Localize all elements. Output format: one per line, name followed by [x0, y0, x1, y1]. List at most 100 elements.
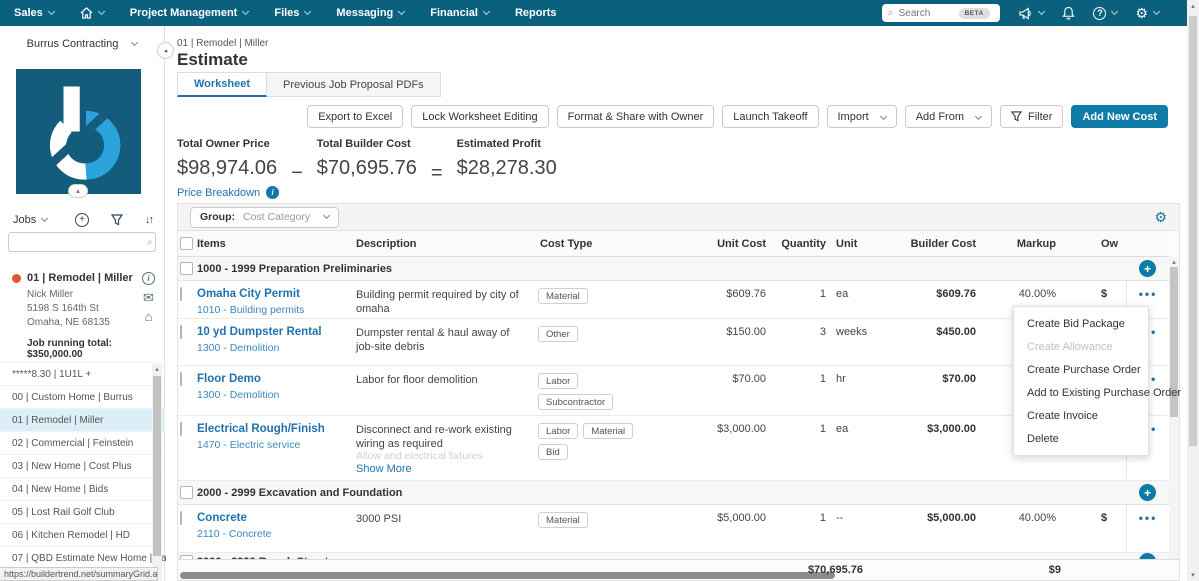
list-item[interactable]: 00 | Custom Home | Burrus	[0, 385, 165, 408]
nav-project-management[interactable]: Project Management	[130, 7, 250, 19]
job-info-icon[interactable]: i	[142, 272, 155, 285]
col-description[interactable]: Description	[356, 237, 417, 250]
nav-messaging[interactable]: Messaging	[336, 7, 406, 19]
import-dropdown[interactable]: Import	[826, 105, 897, 128]
menu-item-add-to-existing-po[interactable]: Add to Existing Purchase Order	[1027, 386, 1182, 399]
email-icon[interactable]: ✉	[143, 290, 154, 305]
job-home-icon[interactable]: ⌂	[144, 309, 153, 324]
table-row[interactable]: Electrical Rough/Finish 1470 - Electric …	[178, 416, 1169, 481]
menu-item-create-bid-package[interactable]: Create Bid Package	[1027, 317, 1125, 330]
item-name-link[interactable]: Omaha City Permit	[197, 288, 300, 300]
menu-item-create-invoice[interactable]: Create Invoice	[1027, 409, 1098, 422]
item-code-link[interactable]: 1470 - Electric service	[197, 439, 301, 451]
tab-worksheet[interactable]: Worksheet	[177, 72, 268, 97]
account-switcher[interactable]: Burrus Contracting	[0, 26, 164, 62]
col-items[interactable]: Items	[197, 237, 226, 250]
list-item[interactable]: 03 | New Home | Cost Plus	[0, 454, 165, 477]
list-item[interactable]: 07 | QBD Estimate New Home | Fantana	[0, 546, 192, 569]
item-code-link[interactable]: 1300 - Demolition	[197, 389, 280, 401]
add-job-button[interactable]: +	[75, 213, 89, 227]
filter-button[interactable]: Filter	[999, 105, 1064, 128]
item-name-link[interactable]: Floor Demo	[197, 373, 261, 385]
item-name-link[interactable]: Electrical Rough/Finish	[197, 423, 325, 435]
job-search[interactable]: ⌕	[8, 232, 156, 252]
settings-menu[interactable]: ⚙	[1135, 6, 1161, 20]
row-checkbox[interactable]	[180, 511, 182, 525]
list-item[interactable]: 05 | Lost Rail Golf Club	[0, 500, 165, 523]
info-icon[interactable]: i	[266, 186, 280, 199]
grid-settings-gear-icon[interactable]: ⚙	[1154, 209, 1167, 225]
row-checkbox[interactable]	[180, 287, 182, 301]
jobs-label[interactable]: Jobs	[13, 214, 37, 226]
row-actions-button[interactable]: •••	[1138, 287, 1158, 301]
grid-scrollbar[interactable]: ▴	[1169, 257, 1179, 561]
horizontal-scrollbar-thumb[interactable]	[180, 572, 835, 579]
table-row[interactable]: 10 yd Dumpster Rental 1300 - Demolition …	[178, 319, 1169, 366]
row-actions-button[interactable]: •••	[1138, 511, 1158, 525]
sidebar-scrollbar[interactable]: ▴ ▾	[152, 364, 162, 581]
select-all-checkbox[interactable]	[180, 237, 193, 250]
scroll-down-icon[interactable]: ▾	[1191, 572, 1195, 579]
job-search-input[interactable]	[15, 236, 147, 248]
col-owner-price[interactable]: Ow	[1101, 237, 1119, 250]
launch-takeoff-button[interactable]: Launch Takeoff	[722, 105, 819, 128]
scroll-up-icon[interactable]: ▴	[1191, 3, 1195, 10]
filter-jobs-icon[interactable]	[111, 214, 123, 226]
global-search[interactable]: ⌕ BETA	[882, 4, 1001, 22]
tab-previous-proposals[interactable]: Previous Job Proposal PDFs	[267, 72, 441, 97]
item-code-link[interactable]: 1300 - Demolition	[197, 342, 280, 354]
row-checkbox[interactable]	[180, 422, 182, 436]
table-row[interactable]: Concrete 2110 - Concrete 3000 PSI Materi…	[178, 505, 1169, 553]
list-item[interactable]: 04 | New Home | Bids	[0, 477, 165, 500]
menu-item-delete[interactable]: Delete	[1027, 432, 1059, 445]
collapse-logo-button[interactable]: ▴	[68, 184, 88, 198]
list-item[interactable]: 06 | Kitchen Remodel | HD	[0, 523, 165, 546]
price-breakdown-link[interactable]: Price Breakdown i	[177, 186, 280, 199]
table-row[interactable]: Omaha City Permit 1010 - Building permit…	[178, 281, 1169, 319]
page-scrollbar[interactable]: ▴ ▾	[1187, 0, 1199, 581]
group-checkbox[interactable]	[180, 486, 193, 499]
scrollbar-thumb[interactable]	[1189, 16, 1197, 446]
col-unit[interactable]: Unit	[836, 237, 858, 250]
group-by-select[interactable]: Group: Cost Category	[190, 206, 340, 228]
list-item[interactable]: 02 | Commercial | Feinstein	[0, 431, 165, 454]
nav-home[interactable]	[80, 7, 105, 19]
help-menu[interactable]: ?	[1093, 6, 1119, 20]
nav-reports[interactable]: Reports	[515, 7, 557, 19]
scrollbar-thumb[interactable]	[1170, 267, 1178, 417]
sort-jobs-icon[interactable]: ↓↑	[145, 214, 154, 226]
announcements-menu[interactable]	[1018, 6, 1046, 20]
col-cost-type[interactable]: Cost Type	[540, 237, 593, 250]
add-from-dropdown[interactable]: Add From	[904, 105, 992, 128]
notifications-button[interactable]	[1062, 6, 1076, 20]
list-item-selected[interactable]: 01 | Remodel | Miller	[0, 408, 165, 431]
scrollbar-thumb[interactable]	[153, 376, 161, 556]
item-name-link[interactable]: 10 yd Dumpster Rental	[197, 326, 322, 338]
add-cost-to-group-button[interactable]: +	[1139, 484, 1156, 501]
scroll-up-icon[interactable]: ▴	[155, 366, 159, 373]
col-markup[interactable]: Markup	[1016, 237, 1056, 250]
show-more-link[interactable]: Show More	[356, 463, 412, 475]
lock-worksheet-button[interactable]: Lock Worksheet Editing	[411, 105, 549, 128]
add-cost-to-group-button[interactable]: +	[1139, 260, 1156, 277]
search-input[interactable]	[898, 7, 959, 19]
nav-sales[interactable]: Sales	[14, 7, 55, 19]
list-item[interactable]: *****8.30 | 1U1L +	[0, 362, 165, 385]
scroll-up-icon[interactable]: ▴	[1172, 259, 1176, 266]
export-to-excel-button[interactable]: Export to Excel	[307, 105, 404, 128]
table-row[interactable]: Floor Demo 1300 - Demolition Labor for f…	[178, 366, 1169, 416]
add-cost-to-group-button[interactable]: +	[1139, 553, 1156, 560]
add-new-cost-button[interactable]: Add New Cost	[1071, 105, 1168, 128]
format-share-button[interactable]: Format & Share with Owner	[556, 105, 715, 128]
item-name-link[interactable]: Concrete	[197, 512, 247, 524]
group-checkbox[interactable]	[180, 555, 193, 560]
col-builder-cost[interactable]: Builder Cost	[910, 237, 976, 250]
col-unit-cost[interactable]: Unit Cost	[717, 237, 766, 250]
nav-files[interactable]: Files	[274, 7, 312, 19]
row-checkbox[interactable]	[180, 325, 182, 339]
group-checkbox[interactable]	[180, 262, 193, 275]
menu-item-create-purchase-order[interactable]: Create Purchase Order	[1027, 363, 1141, 376]
row-checkbox[interactable]	[180, 372, 182, 386]
nav-financial[interactable]: Financial	[430, 7, 491, 19]
selected-job-card[interactable]: 01 | Remodel | Miller i ✉ ⌂ Nick Miller …	[0, 262, 165, 368]
